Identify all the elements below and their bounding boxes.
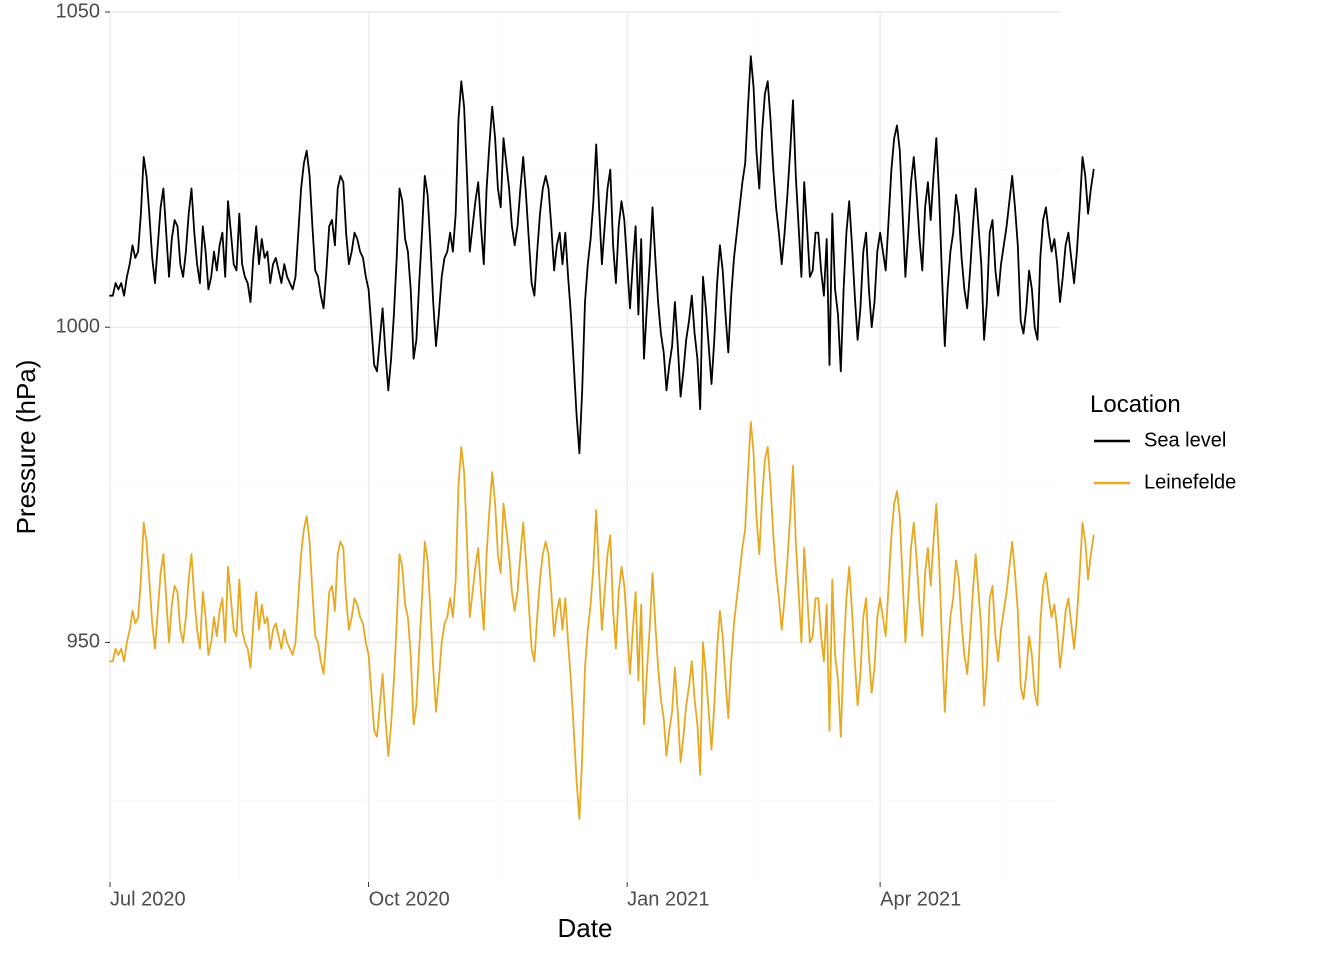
x-tick-label: Jan 2021 xyxy=(627,889,709,911)
y-axis-title: Pressure (hPa) xyxy=(11,360,41,535)
legend-label: Leinefelde xyxy=(1144,471,1236,493)
legend-label: Sea level xyxy=(1144,429,1226,451)
x-axis-title: Date xyxy=(558,913,613,943)
y-tick-label: 1000 xyxy=(56,315,101,337)
x-tick-label: Apr 2021 xyxy=(880,889,961,911)
y-tick-label: 950 xyxy=(67,631,100,653)
y-tick-label: 1050 xyxy=(56,0,101,22)
x-tick-label: Oct 2020 xyxy=(369,889,450,911)
x-tick-label: Jul 2020 xyxy=(110,889,186,911)
legend-title: Location xyxy=(1090,391,1181,418)
pressure-chart: 950 1000 1050 Jul 2020 Oct 2020 Jan 2021 Apr 2… xyxy=(0,0,1344,960)
chart-svg: 950 1000 1050 Jul 2020 Oct 2020 Jan 2021 Apr 2… xyxy=(0,0,1344,960)
